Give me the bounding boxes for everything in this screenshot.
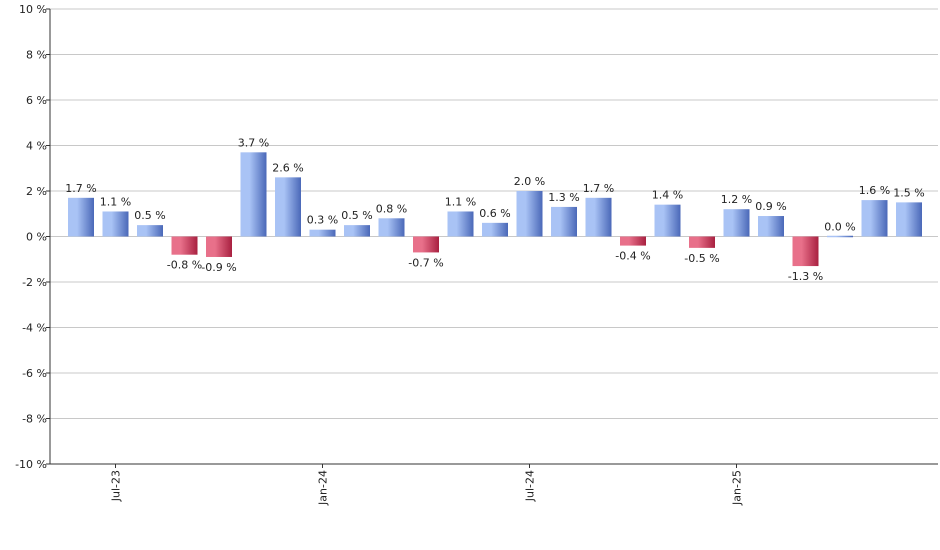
bar-Sep-23 [171, 236, 198, 255]
x-axis-labels: Jul-23 Jan-24 Jul-24 Jan-25 [110, 464, 744, 506]
y-tick-label: 6 % [26, 94, 47, 107]
bar-Mar-24 [378, 218, 405, 237]
data-label: 0.8 % [376, 202, 407, 215]
bar-Oct-24 [620, 236, 646, 246]
y-tick-label: 2 % [26, 185, 47, 198]
y-tick-label: 0 % [26, 231, 47, 244]
x-tick-label: Jul-24 [524, 470, 537, 502]
bar-Nov-23 [240, 152, 267, 237]
bar-Jul-23 [102, 211, 129, 237]
data-label: -0.5 % [684, 252, 719, 265]
bar-Jun-25 [896, 202, 922, 237]
data-label: 0.6 % [479, 207, 510, 220]
bars [68, 152, 922, 267]
bar-Aug-24 [551, 206, 577, 237]
data-label: 1.7 % [65, 182, 96, 195]
data-label: 1.4 % [652, 189, 683, 202]
data-label: 1.3 % [548, 191, 579, 204]
x-tick-label: Jan-24 [317, 470, 330, 506]
bar-Jan-24 [309, 229, 336, 237]
data-label: -0.9 % [201, 261, 236, 274]
bar-Jan-25 [723, 209, 750, 237]
y-tick-label: -10 % [15, 458, 47, 471]
data-label: 1.1 % [445, 195, 476, 208]
bar-Apr-25 [827, 235, 853, 238]
data-label: -0.8 % [167, 259, 202, 272]
y-tick-label: -8 % [22, 413, 47, 426]
bar-Jun-24 [482, 222, 508, 237]
x-tick-label: Jan-25 [731, 470, 744, 506]
data-label: 0.3 % [307, 214, 338, 227]
data-label: 2.0 % [514, 175, 545, 188]
y-tick-label: -6 % [22, 367, 47, 380]
data-label: 2.6 % [272, 161, 303, 174]
data-label: 1.6 % [859, 184, 890, 197]
data-label: 1.5 % [893, 186, 924, 199]
data-label: 1.7 % [583, 182, 614, 195]
y-tick-label: -2 % [22, 276, 47, 289]
data-label: 1.2 % [721, 193, 752, 206]
bar-May-24 [447, 211, 474, 237]
y-tick-label: 10 % [19, 3, 47, 16]
y-tick-label: 4 % [26, 140, 47, 153]
bar-Jul-24 [516, 191, 543, 237]
data-label: -0.7 % [408, 256, 443, 269]
y-tick-label: -4 % [22, 322, 47, 335]
data-label: 0.9 % [755, 200, 786, 213]
bar-Feb-25 [758, 216, 784, 237]
bar-Aug-23 [137, 225, 163, 237]
bar-Sep-24 [585, 197, 612, 237]
data-label: 0.5 % [134, 209, 165, 222]
data-label: 0.5 % [341, 209, 372, 222]
data-labels: 1.7 %1.1 %0.5 %-0.8 % -0.9 %3.7 %2.6 %0.3… [65, 136, 924, 283]
y-tick-label: 8 % [26, 49, 47, 62]
bar-May-25 [861, 200, 888, 237]
data-label: -0.4 % [615, 250, 650, 263]
bar-Nov-24 [654, 204, 681, 237]
x-tick-label: Jul-23 [110, 470, 123, 502]
bar-Oct-23 [206, 236, 232, 257]
bar-Dec-24 [689, 236, 715, 248]
bar-Jun-23 [68, 197, 94, 237]
y-axis-labels: 10 % 8 % 6 % 4 % 2 % 0 % -2 % -4 % -6 % -8 % -10 % [15, 3, 47, 471]
data-label: 1.1 % [100, 195, 131, 208]
axes [49, 9, 938, 465]
bar-Dec-23 [275, 177, 301, 237]
bar-Feb-24 [344, 225, 370, 237]
bar-Mar-25 [792, 236, 819, 267]
data-label: -1.3 % [788, 270, 823, 283]
data-label: 3.7 % [238, 136, 269, 149]
bar-Apr-24 [413, 236, 439, 253]
data-label: 0.0 % [824, 221, 855, 234]
